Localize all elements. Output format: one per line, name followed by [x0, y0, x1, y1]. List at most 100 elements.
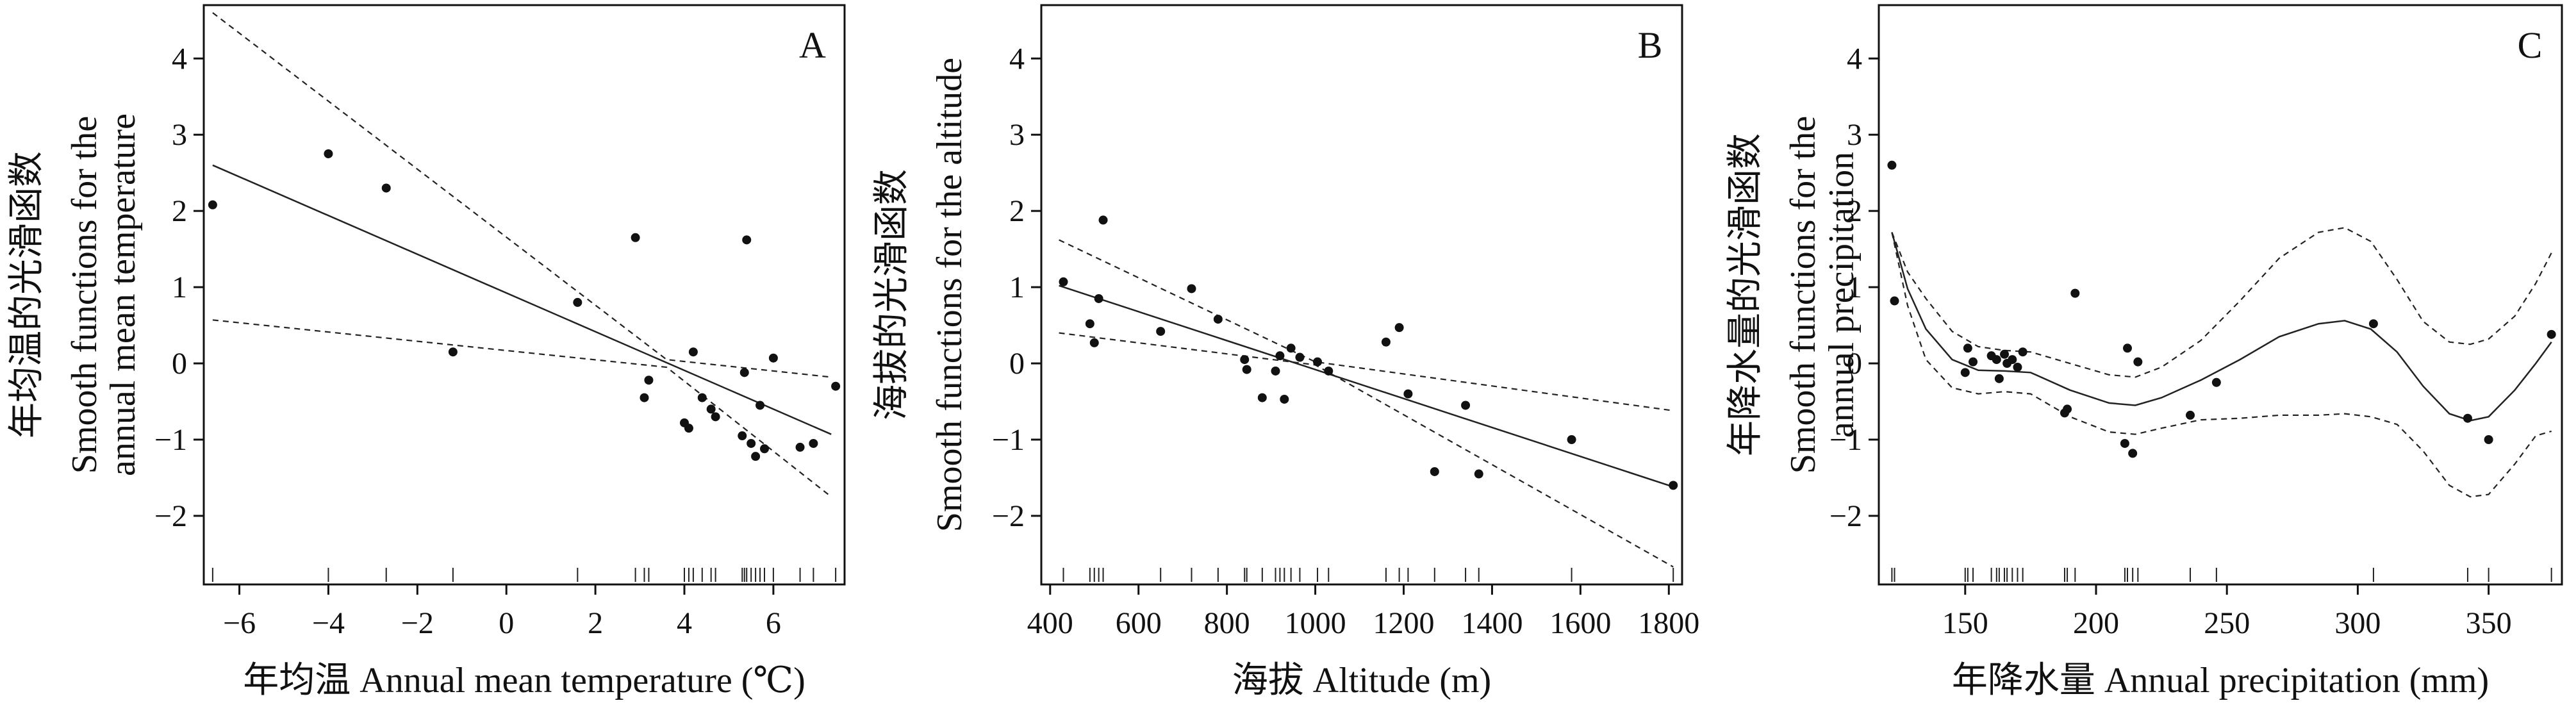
x-tick-label: −6	[223, 606, 256, 640]
data-point	[2120, 439, 2129, 448]
x-tick-label: 1200	[1373, 606, 1435, 640]
data-point	[809, 439, 818, 448]
y-tick-label: 3	[1847, 118, 1862, 152]
data-point	[1094, 294, 1103, 303]
data-point	[2463, 414, 2472, 423]
x-tick-label: 1600	[1549, 606, 1611, 640]
x-tick-label: 800	[1204, 606, 1250, 640]
data-point	[796, 443, 805, 452]
y-tick-label: −1	[154, 423, 187, 457]
data-point	[449, 347, 458, 356]
data-point	[1474, 470, 1483, 479]
y-tick-label: 0	[1009, 347, 1025, 381]
data-point	[1324, 367, 1333, 376]
x-tick-label: 4	[677, 606, 692, 640]
data-point	[1461, 401, 1470, 409]
data-point	[1243, 365, 1251, 374]
x-tick-label: 200	[2073, 606, 2119, 640]
data-point	[831, 382, 840, 391]
data-point	[1313, 358, 1322, 367]
y-tick-label: 1	[172, 270, 187, 304]
data-point	[2019, 347, 2027, 356]
y-axis-label-line: Smooth functions for the	[1783, 116, 1823, 474]
data-point	[1271, 367, 1280, 376]
data-point	[755, 401, 764, 409]
data-point	[684, 424, 693, 433]
y-tick-label: 0	[172, 347, 187, 381]
data-point	[1430, 467, 1439, 476]
panel-label: C	[2518, 24, 2543, 66]
data-point	[1280, 395, 1289, 404]
data-point	[1890, 297, 1899, 306]
y-tick-label: −2	[992, 499, 1025, 533]
data-point	[1992, 355, 2001, 364]
data-point	[707, 404, 716, 413]
data-point	[2128, 449, 2137, 458]
plot-frame	[1041, 5, 1682, 584]
panel-label: A	[799, 24, 826, 66]
data-point	[2186, 411, 2195, 420]
y-tick-label: 3	[172, 118, 187, 152]
data-point	[1187, 284, 1196, 293]
panel-c: −2 −1 0 1 2 3 4 150 200 250 300 350 C 年降水量 Annual pre…	[1726, 5, 2562, 700]
ci-lower-line	[213, 320, 831, 497]
data-point	[769, 354, 778, 363]
x-tick-label: 150	[1942, 606, 1988, 640]
data-point	[1567, 435, 1576, 444]
data-point	[1258, 393, 1267, 402]
data-point	[573, 298, 582, 307]
plot-frame	[1879, 5, 2562, 584]
panel-b: −2 −1 0 1 2 3 4 400 600 800 1000 1200 1400 1600 1800 B 海…	[872, 5, 1699, 700]
x-tick-label: 6	[766, 606, 781, 640]
data-point	[1099, 215, 1108, 224]
ci-upper-line	[1059, 240, 1674, 410]
data-point	[2008, 355, 2017, 364]
y-axis-label-line: 海拔的光滑函数	[872, 169, 912, 420]
x-tick-label: −4	[312, 606, 345, 640]
data-point	[738, 431, 747, 440]
data-point	[2070, 289, 2079, 298]
ci-lower-line	[1892, 233, 2551, 497]
y-axis-label-line: Smooth functions for the	[65, 116, 104, 474]
data-point	[711, 412, 720, 421]
y-tick-label: −1	[992, 423, 1025, 457]
data-point	[2484, 435, 2493, 444]
x-tick-label: 300	[2334, 606, 2381, 640]
data-point	[208, 201, 217, 210]
data-point	[1156, 327, 1165, 336]
data-point	[747, 439, 755, 448]
x-axis-label: 年均温 Annual mean temperature (℃)	[243, 661, 805, 700]
y-axis-label-line: 年均温的光滑函数	[7, 151, 47, 438]
data-point	[1969, 358, 1977, 367]
data-point	[2123, 343, 2132, 352]
smooth-fit-line	[1059, 286, 1674, 487]
x-tick-label: 600	[1116, 606, 1162, 640]
data-point	[1403, 390, 1412, 399]
data-point	[1090, 338, 1099, 347]
y-axis-label-line: annual mean temperature	[103, 113, 143, 476]
data-point	[1287, 343, 1296, 352]
data-point	[640, 393, 649, 402]
x-tick-label: 1400	[1461, 606, 1523, 640]
panel-a: −2 −1 0 1 2 3 4 −6 −4 −2 0 2 4 6 A 年均温 Annual mean temp…	[7, 5, 845, 700]
data-point	[1995, 374, 2004, 383]
x-tick-label: −2	[401, 606, 434, 640]
y-tick-label: 4	[1847, 42, 1862, 76]
y-axis-label-line: Smooth functions for the altitude	[930, 58, 970, 532]
x-tick-label: 2	[588, 606, 603, 640]
y-tick-label: 4	[1009, 42, 1025, 76]
y-tick-label: 4	[172, 42, 187, 76]
data-point	[742, 235, 751, 244]
y-tick-label: 3	[1009, 118, 1025, 152]
y-tick-label: −2	[154, 499, 187, 533]
data-point	[1295, 353, 1304, 362]
data-point	[1961, 368, 1970, 377]
y-tick-label: 2	[1009, 194, 1025, 228]
data-point	[2063, 404, 2072, 413]
data-point	[382, 183, 391, 192]
plot-frame	[204, 5, 845, 584]
x-tick-label: 1000	[1285, 606, 1346, 640]
data-point	[644, 376, 653, 385]
data-point	[2369, 319, 2378, 328]
